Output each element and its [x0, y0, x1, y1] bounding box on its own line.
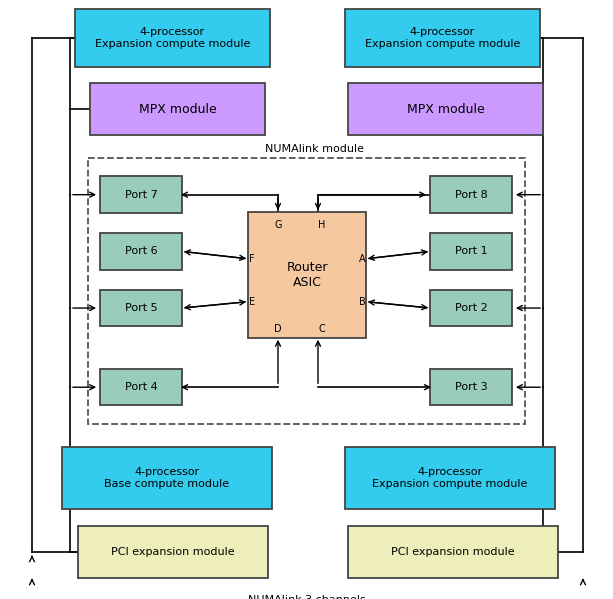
Bar: [78, 527, 268, 577]
Text: Port 3: Port 3: [455, 382, 487, 392]
Text: H: H: [318, 220, 326, 229]
Text: G: G: [274, 220, 282, 229]
Bar: [430, 233, 512, 270]
Bar: [100, 369, 182, 406]
Bar: [75, 8, 270, 67]
Bar: [62, 447, 272, 509]
Bar: [348, 527, 558, 577]
Text: Port 7: Port 7: [124, 190, 158, 199]
Bar: [430, 177, 512, 213]
Text: Port 8: Port 8: [455, 190, 487, 199]
Bar: [248, 212, 366, 338]
Bar: [345, 447, 555, 509]
Bar: [430, 369, 512, 406]
Text: 4-processor
Expansion compute module: 4-processor Expansion compute module: [372, 467, 528, 489]
Text: NUMAlink module: NUMAlink module: [265, 144, 364, 154]
Text: F: F: [249, 254, 255, 264]
Bar: [100, 290, 182, 326]
Bar: [88, 158, 525, 423]
Text: 4-processor
Expansion compute module: 4-processor Expansion compute module: [365, 27, 520, 49]
Text: D: D: [274, 325, 282, 334]
Text: 4-processor
Base compute module: 4-processor Base compute module: [104, 467, 229, 489]
Bar: [90, 83, 265, 135]
Text: Port 2: Port 2: [455, 303, 487, 313]
Text: PCI expansion module: PCI expansion module: [111, 547, 235, 557]
Text: Port 6: Port 6: [124, 246, 158, 256]
Text: Port 1: Port 1: [455, 246, 487, 256]
Text: Router
ASIC: Router ASIC: [286, 261, 328, 289]
Text: MPX module: MPX module: [406, 102, 484, 116]
Bar: [348, 83, 543, 135]
Text: E: E: [249, 297, 255, 307]
Bar: [345, 8, 540, 67]
Text: PCI expansion module: PCI expansion module: [391, 547, 515, 557]
Bar: [100, 233, 182, 270]
Text: Port 5: Port 5: [124, 303, 158, 313]
Bar: [430, 290, 512, 326]
Text: A: A: [359, 254, 365, 264]
Text: 4-processor
Expansion compute module: 4-processor Expansion compute module: [95, 27, 250, 49]
Text: C: C: [319, 325, 326, 334]
Text: MPX module: MPX module: [139, 102, 216, 116]
Text: B: B: [359, 297, 365, 307]
Text: NUMAlink 3 channels
3.2 GB/s full-duplex
(1.6 GB/s each direction): NUMAlink 3 channels 3.2 GB/s full-duplex…: [238, 595, 376, 599]
Text: Port 4: Port 4: [124, 382, 158, 392]
Bar: [100, 177, 182, 213]
